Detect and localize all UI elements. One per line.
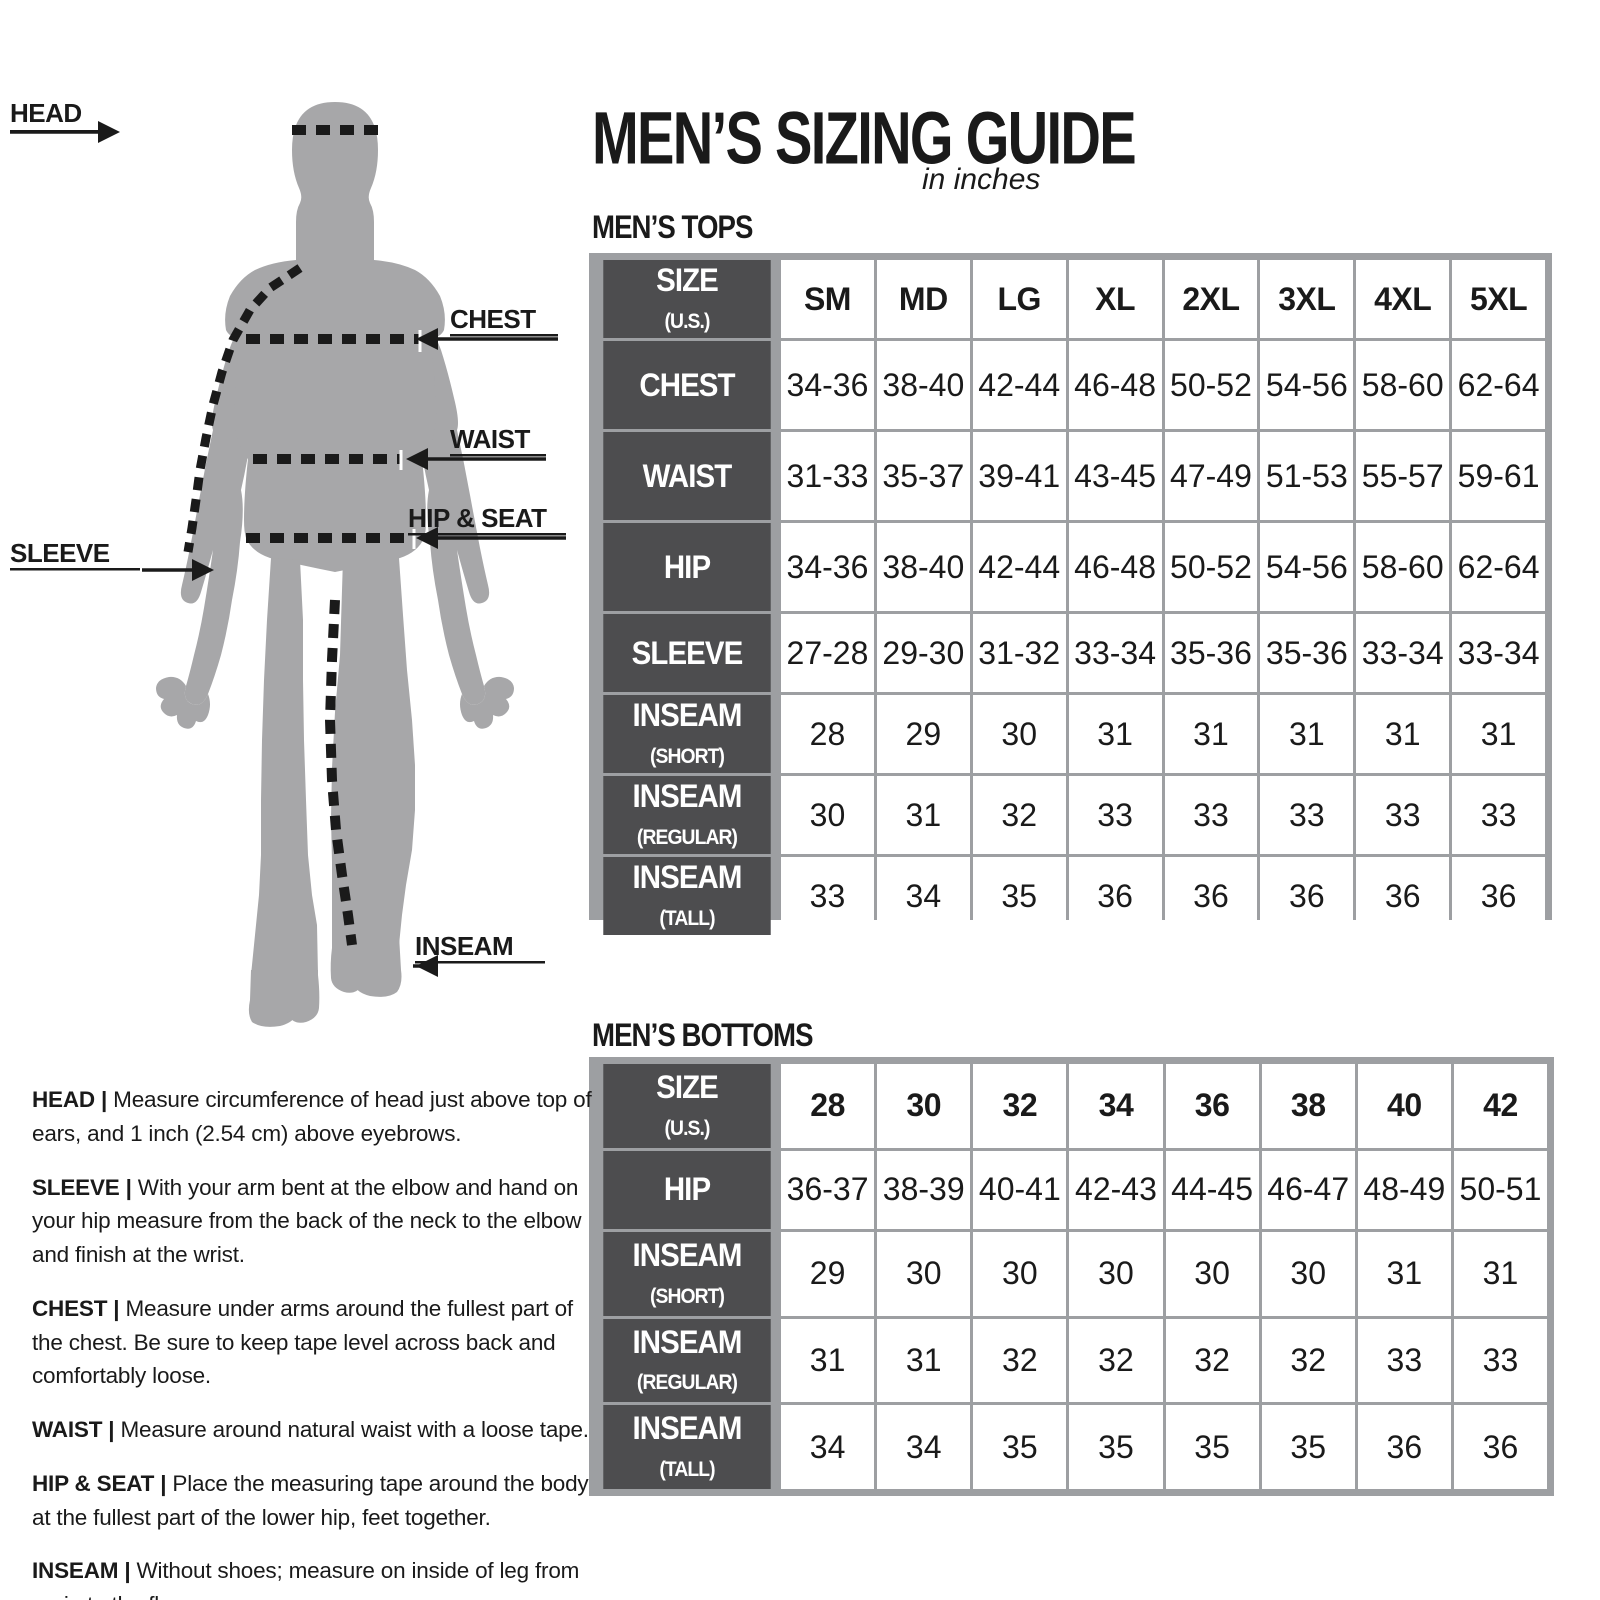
svg-text:INSEAM: INSEAM (415, 931, 513, 961)
svg-text:CHEST: CHEST (450, 304, 536, 334)
svg-text:WAIST: WAIST (450, 424, 530, 454)
svg-text:SLEEVE: SLEEVE (10, 538, 110, 568)
svg-text:HIP & SEAT: HIP & SEAT (408, 503, 547, 533)
svg-text:HEAD: HEAD (10, 98, 82, 128)
